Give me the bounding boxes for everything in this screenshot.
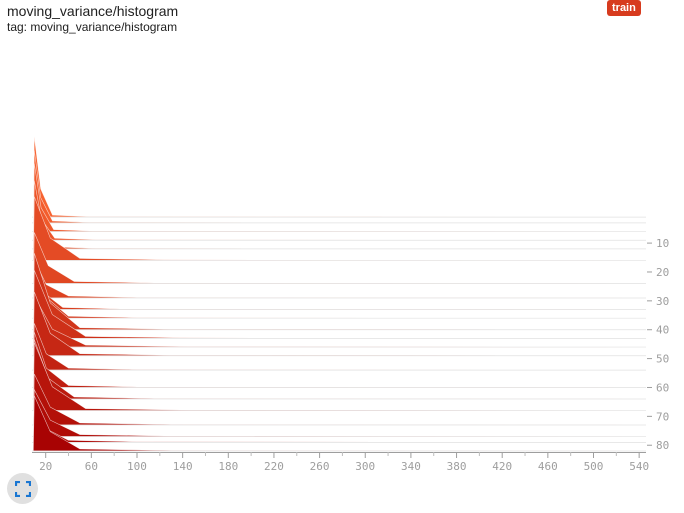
x-tick-label: 20 xyxy=(39,460,52,473)
step-axis: 10 20 30 40 50 60 70 80 xyxy=(647,237,669,452)
histogram-slice xyxy=(32,202,647,250)
step-tick-label: 10 xyxy=(656,237,669,250)
x-tick-label: 420 xyxy=(492,460,512,473)
x-tick-label: 140 xyxy=(173,460,193,473)
x-tick-label: 100 xyxy=(127,460,147,473)
histogram-slice xyxy=(32,150,647,224)
x-tick-label: 60 xyxy=(85,460,98,473)
histogram-slice xyxy=(32,163,647,232)
card-title: moving_variance/histogram xyxy=(7,3,179,19)
histogram-slice xyxy=(32,294,647,348)
step-tick-label: 40 xyxy=(656,324,669,337)
x-tick-label: 500 xyxy=(584,460,604,473)
x-axis: 20 60 100 140 180 220 260 300 340 380 420 460 500 540 xyxy=(32,452,649,473)
x-tick-label: 300 xyxy=(355,460,375,473)
step-tick-label: 20 xyxy=(656,266,669,279)
x-tick-label: 380 xyxy=(447,460,467,473)
step-tick-label: 50 xyxy=(656,353,669,366)
card-tag: tag: moving_variance/histogram xyxy=(7,20,178,34)
histogram-slice xyxy=(32,136,647,218)
histogram-slice xyxy=(32,259,647,299)
x-tick-label: 460 xyxy=(538,460,558,473)
expand-button[interactable] xyxy=(7,473,38,504)
x-tick-label: 180 xyxy=(218,460,238,473)
x-tick-label: 220 xyxy=(264,460,284,473)
histogram-slice xyxy=(32,342,647,411)
histogram-slice xyxy=(32,262,647,310)
fullscreen-icon xyxy=(14,480,31,497)
step-tick-label: 70 xyxy=(656,410,669,423)
histogram-slice xyxy=(32,332,647,388)
histogram-slice xyxy=(32,388,647,437)
histogram-slice xyxy=(32,373,647,426)
step-tick-label: 60 xyxy=(656,381,669,394)
histogram-slice xyxy=(32,196,647,261)
step-tick-label: 30 xyxy=(656,295,669,308)
run-badge: train xyxy=(607,0,641,16)
x-tick-label: 340 xyxy=(401,460,421,473)
x-tick-label: 260 xyxy=(310,460,330,473)
step-tick-label: 80 xyxy=(656,439,669,452)
histogram-slices xyxy=(32,136,647,452)
x-tick-label: 540 xyxy=(629,460,649,473)
histogram-slice xyxy=(32,395,647,452)
